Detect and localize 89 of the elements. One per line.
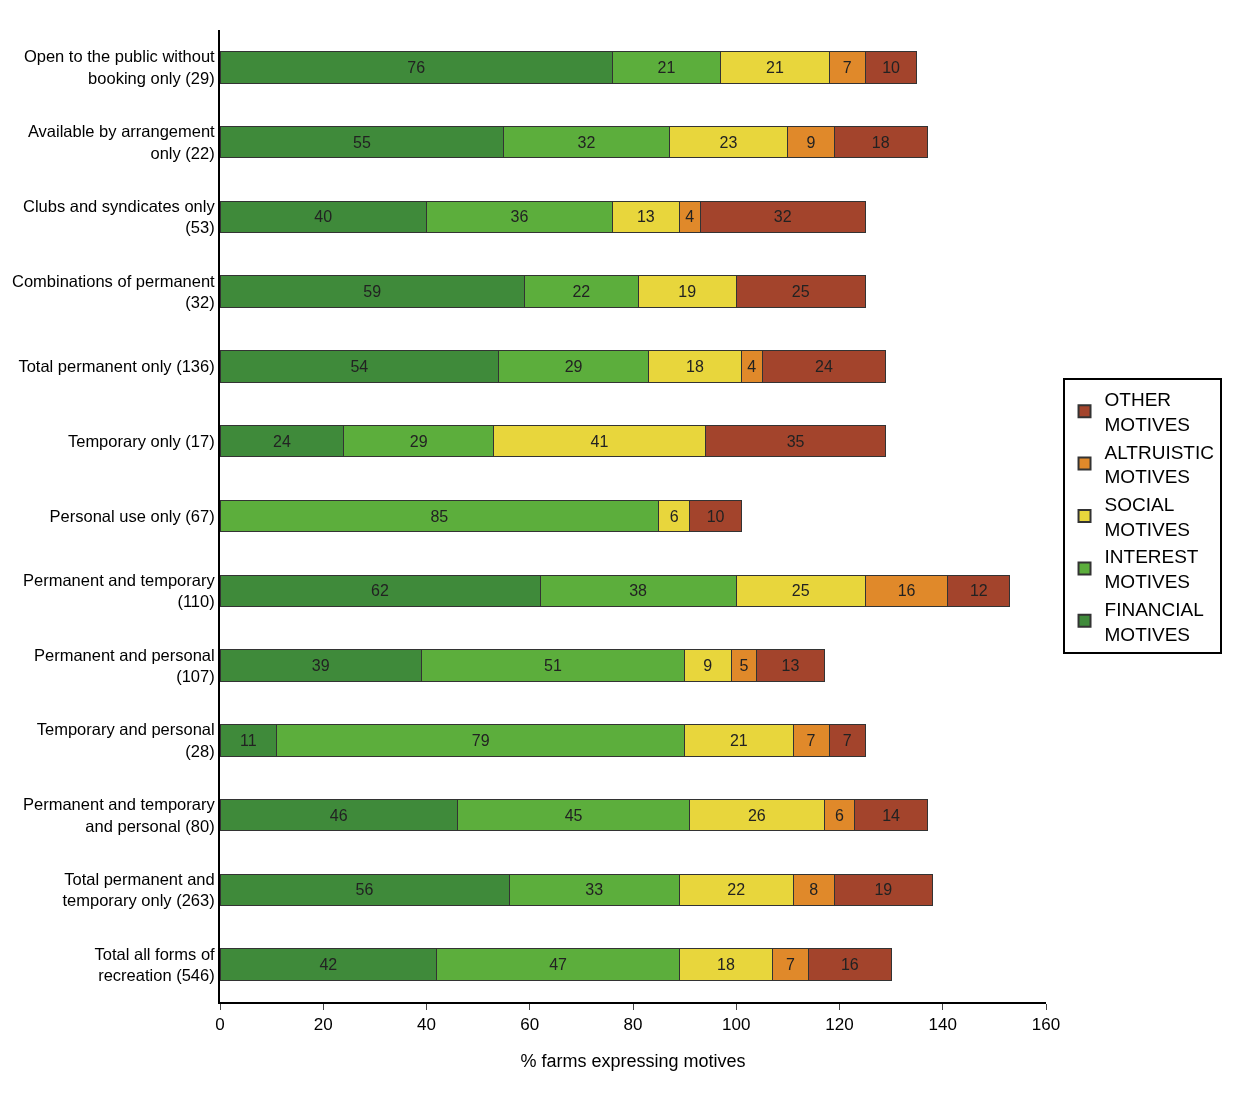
data-label: 32: [773, 208, 792, 226]
data-label: 9: [806, 133, 816, 151]
x-tick-label: 0: [215, 1015, 225, 1035]
data-label: 5: [739, 657, 749, 675]
data-label: 7: [785, 956, 795, 974]
legend-label: INTEREST MOTIVES: [1104, 546, 1199, 593]
data-label: 56: [355, 881, 374, 899]
data-label: 62: [371, 582, 389, 600]
data-label: 7: [842, 58, 852, 76]
y-tick-label: Open to the public without booking only (29): [23, 47, 216, 87]
data-label: 32: [577, 133, 596, 151]
data-label: 10: [706, 507, 725, 525]
data-label: 45: [564, 806, 583, 824]
data-label: 42: [319, 956, 338, 974]
data-label: 85: [430, 507, 449, 525]
data-label: 8: [809, 881, 819, 899]
data-label: 18: [686, 357, 704, 375]
data-label: 21: [729, 731, 748, 749]
data-label: 25: [791, 582, 810, 600]
data-label: 25: [791, 283, 810, 301]
data-label: 19: [874, 881, 893, 899]
data-label: 26: [747, 806, 766, 824]
data-label: 24: [815, 357, 833, 375]
data-label: 38: [629, 582, 648, 600]
data-label: 13: [636, 208, 655, 226]
data-label: 12: [969, 582, 988, 600]
data-label: 6: [669, 507, 679, 525]
x-tick-label: 120: [825, 1015, 854, 1035]
data-label: 22: [727, 881, 746, 899]
x-tick-label: 20: [313, 1015, 333, 1035]
data-label: 11: [240, 731, 257, 749]
data-label: 54: [350, 357, 369, 375]
data-label: 24: [273, 432, 291, 450]
data-label: 33: [585, 881, 604, 899]
x-tick-label: 140: [928, 1015, 957, 1035]
data-label: 4: [685, 208, 695, 226]
data-label: 79: [471, 731, 490, 749]
data-label: 19: [678, 283, 697, 301]
data-label: 35: [786, 432, 805, 450]
y-tick-label: Total permanent and temporary only (263): [62, 869, 215, 910]
y-tick-label: Temporary and personal (28): [36, 720, 215, 760]
data-label: 13: [781, 657, 800, 675]
data-label: 6: [835, 806, 844, 824]
data-label: 7: [806, 731, 816, 749]
y-tick-label: Temporary only (17): [67, 432, 215, 451]
y-tick-label: Permanent and temporary (110): [23, 570, 216, 611]
x-tick-label: 160: [1031, 1015, 1061, 1035]
y-tick-label: Total permanent only (136): [18, 357, 215, 376]
data-label: 41: [590, 432, 609, 450]
data-label: 29: [409, 432, 428, 450]
legend-label: ALTRUISTIC MOTIVES: [1104, 441, 1214, 488]
data-label: 55: [353, 133, 371, 151]
y-tick-label: Clubs and syndicates only (53): [23, 196, 216, 237]
data-label: 39: [311, 657, 330, 675]
data-label: 16: [840, 956, 859, 974]
data-label: 18: [716, 956, 735, 974]
data-label: 7: [842, 731, 852, 749]
data-label: 16: [897, 582, 916, 600]
y-tick-label: Permanent and personal (107): [34, 645, 215, 686]
y-tick-label: Combinations of permanent (32): [12, 271, 216, 312]
data-label: 29: [564, 357, 583, 375]
y-tick-label: Total all forms of recreation (546): [94, 944, 216, 985]
data-label: 14: [882, 806, 901, 824]
data-label: 23: [719, 133, 738, 151]
x-axis-title: % farms expressing motives: [520, 1051, 746, 1071]
x-tick-label: 100: [722, 1015, 751, 1035]
data-label: 76: [407, 58, 426, 76]
data-label: 47: [549, 956, 568, 974]
legend-label: FINANCIAL MOTIVES: [1104, 598, 1204, 645]
data-label: 40: [314, 208, 333, 226]
data-label: 4: [747, 357, 757, 375]
data-label: 36: [510, 208, 529, 226]
x-tick-label: 60: [520, 1015, 540, 1035]
legend-label: OTHER MOTIVES: [1104, 389, 1191, 435]
data-label: 51: [544, 657, 562, 675]
y-tick-label: Permanent and temporary and personal (80): [23, 795, 216, 835]
legend-label: SOCIAL MOTIVES: [1104, 494, 1191, 540]
data-label: 18: [871, 133, 890, 151]
data-label: 10: [882, 58, 901, 76]
data-label: 46: [329, 806, 348, 824]
data-label: 59: [363, 283, 382, 301]
data-label: 9: [703, 657, 713, 675]
data-label: 22: [572, 283, 591, 301]
data-label: 21: [766, 58, 784, 76]
x-tick-label: 80: [623, 1015, 643, 1035]
y-tick-label: Available by arrangement only (22): [27, 122, 216, 162]
data-label: 21: [657, 58, 676, 76]
x-tick-label: 40: [417, 1015, 436, 1035]
y-tick-label: Personal use only (67): [49, 506, 215, 525]
